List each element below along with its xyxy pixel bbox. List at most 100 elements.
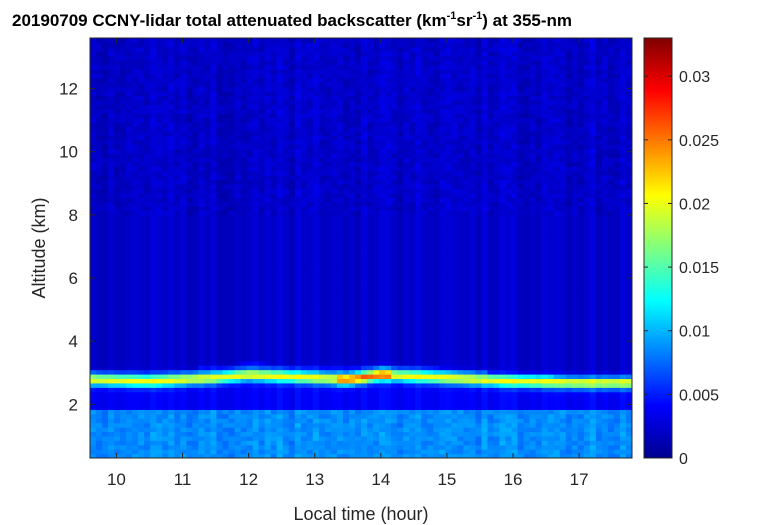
heatmap-cell <box>318 104 326 110</box>
heatmap-cell <box>379 192 386 198</box>
heatmap-cell <box>403 210 410 216</box>
heatmap-cell <box>361 64 368 70</box>
heatmap-cell <box>264 64 272 70</box>
heatmap-cell <box>156 409 163 415</box>
heatmap-cell <box>174 192 181 198</box>
heatmap-cell <box>192 241 199 247</box>
heatmap-cell <box>240 294 248 300</box>
heatmap-cell <box>330 55 338 61</box>
heatmap-cell <box>102 241 109 247</box>
heatmap-cell <box>300 369 308 375</box>
heatmap-cell <box>318 409 326 415</box>
heatmap-cell <box>373 303 380 309</box>
heatmap-cell <box>282 356 290 362</box>
heatmap-cell <box>330 303 338 309</box>
heatmap-cell <box>403 254 410 260</box>
heatmap-cell <box>168 135 175 141</box>
heatmap-cell <box>102 320 109 326</box>
heatmap-cell <box>348 365 356 371</box>
heatmap-cell <box>324 391 332 397</box>
heatmap-cell <box>336 387 344 393</box>
heatmap-cell <box>306 236 314 242</box>
heatmap-cell <box>330 206 338 212</box>
heatmap-cell <box>216 148 224 154</box>
heatmap-cell <box>234 413 242 419</box>
heatmap-cell <box>354 378 362 384</box>
heatmap-cell <box>367 316 374 322</box>
heatmap-cell <box>294 82 302 88</box>
heatmap-cell <box>204 245 212 251</box>
heatmap-cell <box>252 325 260 331</box>
heatmap-cell <box>234 320 242 326</box>
heatmap-cell <box>348 449 356 455</box>
heatmap-cell <box>300 360 308 366</box>
heatmap-cell <box>186 46 193 52</box>
heatmap-cell <box>288 250 296 256</box>
heatmap-cell <box>162 259 169 265</box>
heatmap-cell <box>258 334 266 340</box>
heatmap-cell <box>216 108 224 114</box>
heatmap-cell <box>361 369 368 375</box>
heatmap-cell <box>234 444 242 450</box>
heatmap-cell <box>240 369 248 375</box>
heatmap-cell <box>102 427 109 433</box>
heatmap-cell <box>403 303 410 309</box>
heatmap-cell <box>373 223 380 229</box>
heatmap-cell <box>342 228 350 234</box>
heatmap-cell <box>342 64 350 70</box>
heatmap-cell <box>306 316 314 322</box>
heatmap-cell <box>204 294 212 300</box>
heatmap-cell <box>282 281 290 287</box>
heatmap-cell <box>114 192 121 198</box>
heatmap-cell <box>385 157 392 163</box>
heatmap-cell <box>342 108 350 114</box>
heatmap-cell <box>114 272 121 278</box>
heatmap-cell <box>210 272 218 278</box>
heatmap-cell <box>108 351 115 357</box>
heatmap-cell <box>240 166 248 172</box>
heatmap-cell <box>276 307 284 313</box>
heatmap-cell <box>144 272 151 278</box>
heatmap-cell <box>228 126 236 132</box>
heatmap-cell <box>198 453 206 458</box>
heatmap-cell <box>228 210 236 216</box>
heatmap-cell <box>246 122 254 128</box>
heatmap-cell <box>234 365 242 371</box>
heatmap-cell <box>180 418 187 424</box>
heatmap-cell <box>300 219 308 225</box>
heatmap-cell <box>330 427 338 433</box>
heatmap-cell <box>156 170 163 176</box>
heatmap-cell <box>306 161 314 167</box>
heatmap-cell <box>252 95 260 101</box>
heatmap-cell <box>144 259 151 265</box>
heatmap-cell <box>114 157 121 163</box>
heatmap-cell <box>114 431 121 437</box>
heatmap-cell <box>156 64 163 70</box>
heatmap-cell <box>108 219 115 225</box>
heatmap-cell <box>162 320 169 326</box>
heatmap-cell <box>270 117 278 123</box>
heatmap-cell <box>162 99 169 105</box>
heatmap-cell <box>138 82 145 88</box>
heatmap-cell <box>324 267 332 273</box>
heatmap-cell <box>210 55 218 61</box>
heatmap-cell <box>294 356 302 362</box>
heatmap-cell <box>330 135 338 141</box>
heatmap-cell <box>385 400 392 406</box>
heatmap-cell <box>342 374 350 380</box>
heatmap-cell <box>150 307 157 313</box>
heatmap-cell <box>132 413 139 419</box>
heatmap-cell <box>391 192 398 198</box>
heatmap-cell <box>336 64 344 70</box>
heatmap-cell <box>282 453 290 458</box>
heatmap-cell <box>361 427 368 433</box>
heatmap-cell <box>126 170 133 176</box>
heatmap-cell <box>361 285 368 291</box>
heatmap-cell <box>336 303 344 309</box>
heatmap-cell <box>342 427 350 433</box>
heatmap-cell <box>210 259 218 265</box>
heatmap-cell <box>102 130 109 136</box>
heatmap-cell <box>162 250 169 256</box>
heatmap-cell <box>96 82 103 88</box>
heatmap-cell <box>144 294 151 300</box>
